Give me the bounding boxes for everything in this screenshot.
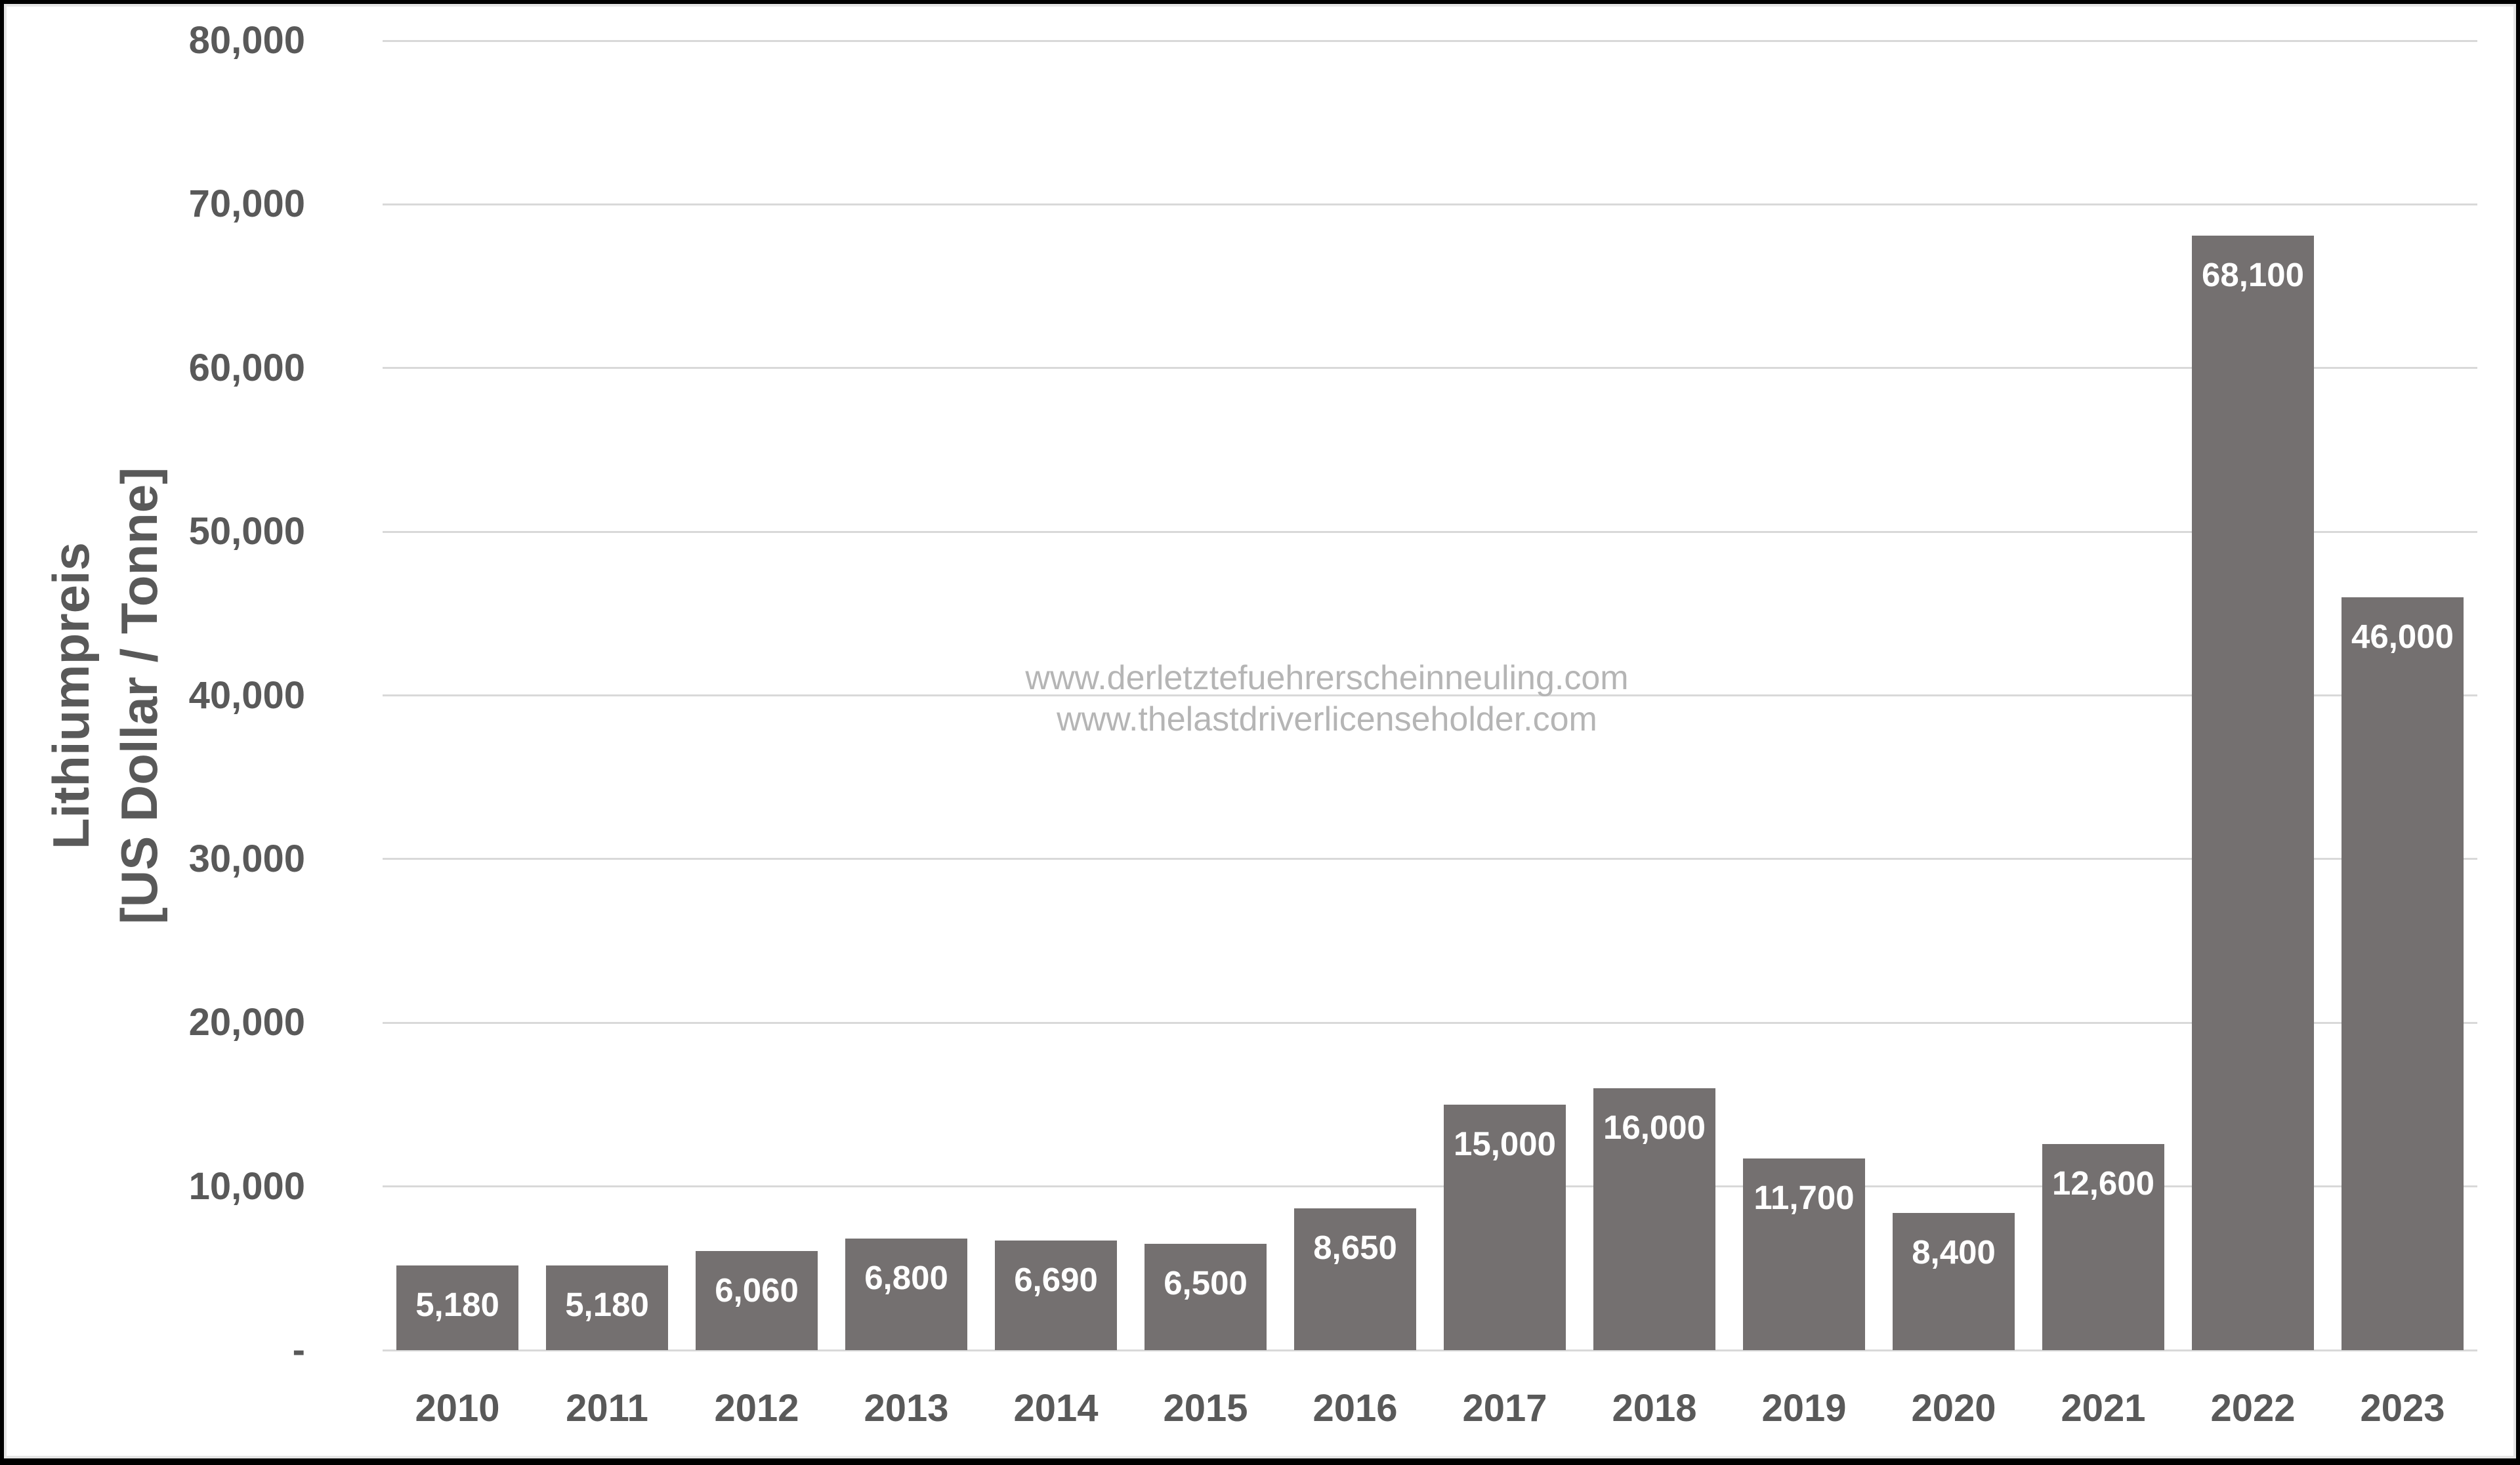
y-tick-label-80000: 80,000 <box>188 19 305 62</box>
bar-value-label: 16,000 <box>1603 1109 1706 1146</box>
y-tick-label-10000: 10,000 <box>188 1164 305 1208</box>
x-label-2023: 2023 <box>2360 1387 2445 1430</box>
bar-value-label: 6,060 <box>715 1271 799 1309</box>
gridline-30000 <box>383 858 2477 860</box>
bar-value-label: 15,000 <box>1454 1124 1556 1162</box>
bar-slot-2017: 15,000 <box>1430 41 1580 1350</box>
x-axis-labels: 2010 2011 2012 2013 2014 2015 2016 2017 2018 2019… <box>383 1390 2477 1428</box>
bar-2010: 5,180 <box>396 1265 518 1350</box>
bar-slot-2019: 11,700 <box>1729 41 1879 1350</box>
bar-2020: 8,400 <box>1893 1212 2015 1350</box>
bar-2017: 15,000 <box>1444 1104 1566 1350</box>
x-label-2020: 2020 <box>1911 1387 1996 1430</box>
bar-slot-2014: 6,690 <box>981 41 1131 1350</box>
x-label-2017: 2017 <box>1462 1387 1547 1430</box>
bar-value-label: 46,000 <box>2351 617 2454 655</box>
gridline-80000 <box>383 39 2477 42</box>
bar-slot-2020: 8,400 <box>1879 41 2028 1350</box>
x-label-2013: 2013 <box>864 1387 949 1430</box>
bar-2013: 6,800 <box>845 1239 967 1350</box>
y-tick-label-60000: 60,000 <box>188 346 305 389</box>
bars-row: 5,180 5,180 6,060 6,800 6,690 6,500 8,650 15,00… <box>383 41 2477 1350</box>
y-axis-title: Lithiumpreis [US Dollar / Tonne] <box>37 467 173 924</box>
x-label-2019: 2019 <box>1761 1387 1847 1430</box>
bar-2019: 11,700 <box>1743 1158 1865 1350</box>
y-axis-title-line1: Lithiumpreis <box>42 541 100 850</box>
bar-slot-2021: 12,600 <box>2028 41 2178 1350</box>
x-label-2012: 2012 <box>714 1387 799 1430</box>
x-label-2018: 2018 <box>1612 1387 1697 1430</box>
bar-2015: 6,500 <box>1144 1243 1267 1350</box>
gridline-50000 <box>383 530 2477 533</box>
x-label-2011: 2011 <box>566 1387 648 1430</box>
y-tick-label-40000: 40,000 <box>188 673 305 717</box>
chart-canvas: Lithiumpreis [US Dollar / Tonne] www.der… <box>4 4 2516 1458</box>
bar-value-label: 6,690 <box>1014 1261 1098 1299</box>
bar-value-label: 8,650 <box>1313 1229 1397 1267</box>
gridline-0 <box>383 1349 2477 1351</box>
x-label-2021: 2021 <box>2061 1387 2146 1430</box>
bar-2012: 6,060 <box>696 1250 818 1350</box>
watermark-line1: www.derletztefuehrerscheinneuling.com <box>1025 659 1629 697</box>
bar-value-label: 11,700 <box>1754 1179 1855 1217</box>
y-tick-label-70000: 70,000 <box>188 182 305 226</box>
y-tick-label-0: - <box>292 1328 305 1371</box>
bar-2011: 5,180 <box>546 1265 668 1350</box>
bar-slot-2018: 16,000 <box>1580 41 1729 1350</box>
x-label-2010: 2010 <box>415 1387 500 1430</box>
bar-slot-2012: 6,060 <box>682 41 831 1350</box>
bar-value-label: 8,400 <box>1912 1233 1996 1271</box>
x-label-2016: 2016 <box>1312 1387 1398 1430</box>
gridline-20000 <box>383 1021 2477 1024</box>
watermark-line2: www.thelastdriverlicenseholder.com <box>1057 700 1597 738</box>
bar-2023: 46,000 <box>2342 597 2464 1350</box>
bar-slot-2015: 6,500 <box>1131 41 1280 1350</box>
bar-2021: 12,600 <box>2042 1143 2164 1350</box>
watermark: www.derletztefuehrerscheinneuling.com ww… <box>1025 658 1628 740</box>
bar-slot-2010: 5,180 <box>383 41 532 1350</box>
plot-area: 5,180 5,180 6,060 6,800 6,690 6,500 8,650 15,00… <box>189 22 2477 1428</box>
gridline-40000 <box>383 694 2477 696</box>
gridline-10000 <box>383 1185 2477 1188</box>
bar-slot-2022: 68,100 <box>2178 41 2328 1350</box>
y-axis-title-line2: [US Dollar / Tonne] <box>110 467 168 925</box>
y-tick-label-30000: 30,000 <box>188 837 305 880</box>
bar-2018: 16,000 <box>1593 1088 1715 1350</box>
bar-slot-2016: 8,650 <box>1280 41 1430 1350</box>
gridline-60000 <box>383 367 2477 370</box>
bar-value-label: 68,100 <box>2202 255 2304 293</box>
bar-value-label: 6,800 <box>864 1259 948 1297</box>
y-tick-label-50000: 50,000 <box>188 510 305 553</box>
bar-2022: 68,100 <box>2192 235 2314 1350</box>
bar-value-label: 5,180 <box>415 1285 499 1323</box>
bar-2014: 6,690 <box>995 1241 1117 1350</box>
bar-value-label: 6,500 <box>1164 1263 1248 1302</box>
x-label-2015: 2015 <box>1163 1387 1248 1430</box>
bar-value-label: 12,600 <box>2052 1164 2154 1202</box>
bar-slot-2011: 5,180 <box>532 41 682 1350</box>
bar-value-label: 5,180 <box>565 1285 649 1323</box>
bar-2016: 8,650 <box>1294 1208 1416 1350</box>
bar-slot-2023: 46,000 <box>2328 41 2477 1350</box>
bar-slot-2013: 6,800 <box>831 41 981 1350</box>
gridline-70000 <box>383 203 2477 205</box>
y-tick-label-20000: 20,000 <box>188 1001 305 1044</box>
x-label-2014: 2014 <box>1013 1387 1099 1430</box>
x-label-2022: 2022 <box>2210 1387 2296 1430</box>
